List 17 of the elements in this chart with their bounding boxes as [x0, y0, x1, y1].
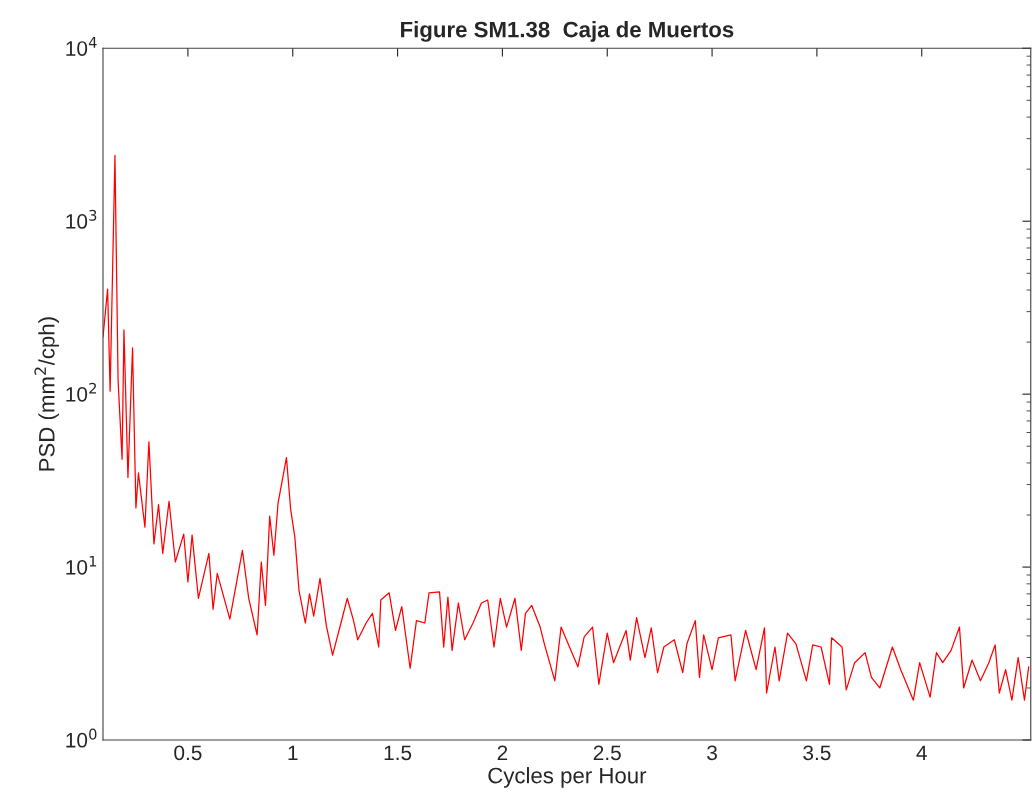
x-tick-label: 1.5	[384, 745, 412, 761]
chart-title: Figure SM1.38 Caja de Muertos	[401, 21, 734, 42]
y-tick-label: 10$^{3}$	[66, 209, 97, 229]
y-tick-label: 10$^{1}$	[66, 555, 97, 575]
y-tick-label: 10$^{0}$	[66, 728, 97, 748]
y-axis-title: PSD (mm$^{2}$/cph)	[34, 317, 60, 471]
x-tick-label: 0.5	[174, 745, 202, 761]
line-series	[102, 154, 1030, 701]
x-tick-label: 3	[707, 745, 717, 761]
x-tick-label: 2	[497, 745, 508, 760]
y-tick-label: 10$^{2}$	[66, 382, 96, 402]
x-tick-label: 3.5	[803, 745, 831, 761]
x-tick-label: 2.5	[593, 745, 621, 761]
x-axis-title: Cycles per Hour	[488, 767, 647, 788]
x-tick-label: 4	[916, 745, 927, 760]
y-tick-label: 10$^{4}$	[66, 37, 97, 56]
x-tick-label: 1	[288, 745, 298, 760]
